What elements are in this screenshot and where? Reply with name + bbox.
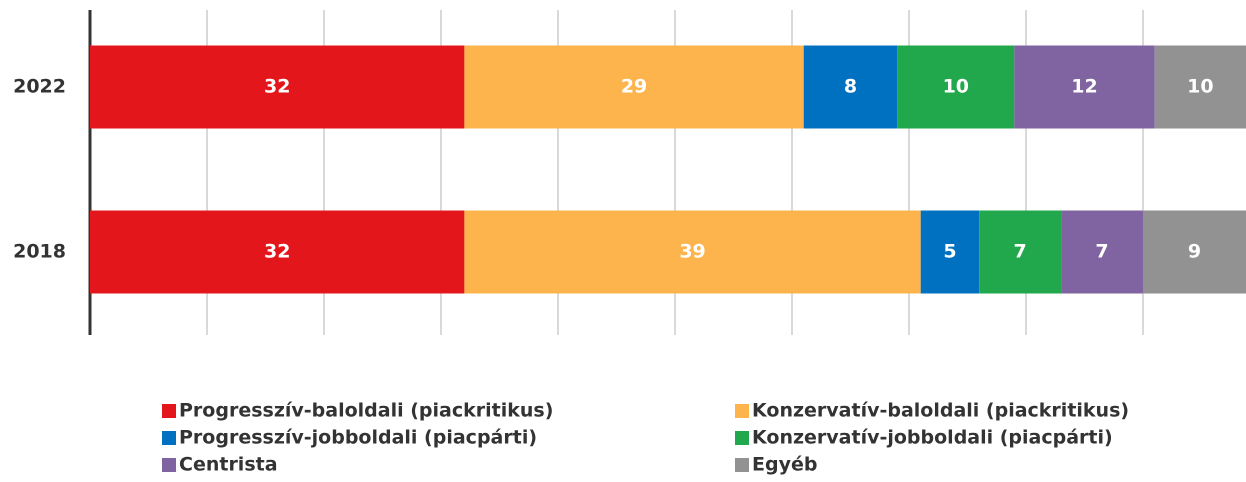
- legend-swatch: [735, 458, 749, 472]
- bar-segment: [897, 45, 1015, 129]
- bar-segment: [1061, 210, 1143, 294]
- legend-swatch: [162, 458, 176, 472]
- y-tick-label: 2018: [13, 241, 66, 263]
- bar-segment: [464, 45, 804, 129]
- data-label: 32: [264, 241, 290, 263]
- data-label: 39: [679, 241, 705, 263]
- legend-swatch: [735, 404, 749, 418]
- data-label: 29: [621, 76, 647, 98]
- bar-segment: [1143, 210, 1246, 294]
- legend-swatch: [735, 431, 749, 445]
- data-label: 10: [1187, 76, 1213, 98]
- legend-label: Progresszív-baloldali (piackritikus): [179, 400, 553, 422]
- data-label: 8: [844, 76, 857, 98]
- bar-segment: [803, 45, 898, 129]
- bar-segment: [90, 45, 465, 129]
- data-label: 7: [1014, 241, 1027, 263]
- bar-segment: [1154, 45, 1246, 129]
- data-label: 12: [1071, 76, 1097, 98]
- legend-label: Centrista: [179, 454, 278, 476]
- bar-segment: [90, 210, 465, 294]
- data-label: 10: [943, 76, 969, 98]
- bar-segment: [920, 210, 980, 294]
- legend-label: Konzervatív-baloldali (piackritikus): [752, 400, 1129, 422]
- legend-swatch: [162, 431, 176, 445]
- legend-swatch: [162, 404, 176, 418]
- y-tick-label: 2022: [13, 76, 66, 98]
- data-label: 32: [264, 76, 290, 98]
- legend-label: Progresszív-jobboldali (piacpárti): [179, 427, 537, 449]
- bar-segment: [464, 210, 921, 294]
- data-label: 7: [1095, 241, 1108, 263]
- legend-label: Konzervatív-jobboldali (piacpárti): [752, 427, 1113, 449]
- legend-label: Egyéb: [752, 454, 817, 476]
- data-label: 9: [1188, 241, 1201, 263]
- data-label: 5: [943, 241, 956, 263]
- bar-segment: [1014, 45, 1155, 129]
- bar-segment: [979, 210, 1062, 294]
